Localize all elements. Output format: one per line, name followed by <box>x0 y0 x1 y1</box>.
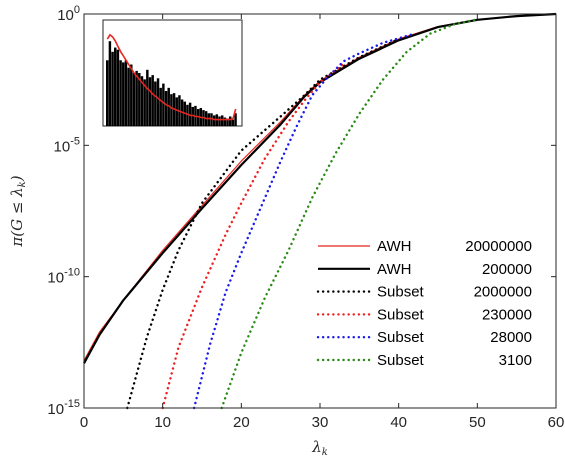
inset-bar-12 <box>138 73 141 126</box>
series-line-4 <box>192 32 416 410</box>
inset-bar-39 <box>210 113 213 126</box>
y-tick-label-2: 10-5 <box>54 135 80 155</box>
x-axis-label: λk <box>311 438 328 458</box>
inset-bar-22 <box>164 91 168 126</box>
inset-bar-14 <box>143 79 146 126</box>
inset-bar-6 <box>122 62 125 126</box>
x-tick-label-6: 60 <box>548 414 565 431</box>
legend-name-5: Subset <box>377 352 425 369</box>
x-tick-label-3: 30 <box>312 414 329 431</box>
series-line-3 <box>161 62 345 410</box>
legend-name-4: Subset <box>377 329 425 346</box>
inset-bar-2 <box>111 51 114 126</box>
y-tick-label-0: 10-15 <box>47 398 80 418</box>
inset-histogram <box>102 19 243 127</box>
inset-bar-23 <box>167 87 170 126</box>
inset-bar-32 <box>191 106 195 126</box>
inset-bar-0 <box>106 60 109 126</box>
legend-count-5: 3100 <box>499 352 532 369</box>
legend-name-0: AWH <box>377 238 411 255</box>
inset-bar-17 <box>151 75 154 126</box>
inset-bar-38 <box>207 113 211 126</box>
legend-count-2: 2000000 <box>474 284 532 301</box>
inset-bar-45 <box>226 118 229 126</box>
inset-bar-16 <box>148 77 152 126</box>
plot-lines <box>83 12 557 410</box>
inset-bar-47 <box>231 119 235 126</box>
inset-bar-21 <box>162 83 165 126</box>
inset-bar-20 <box>159 87 162 126</box>
inset-bar-34 <box>196 109 200 126</box>
series-line-2 <box>126 37 400 410</box>
inset-bar-26 <box>175 97 178 126</box>
inset-bar-42 <box>218 116 221 126</box>
inset-bar-43 <box>220 115 224 126</box>
axis-tick-labels: 0 10 20 30 40 50 60 10-15 10-10 10-5 100 <box>47 4 564 431</box>
legend-count-3: 230000 <box>482 306 532 323</box>
inset-bar-10 <box>132 73 136 126</box>
inset-bar-15 <box>146 69 149 126</box>
x-tick-label-0: 0 <box>80 414 88 431</box>
inset-bar-3 <box>114 47 117 127</box>
inset-bar-31 <box>188 102 192 126</box>
inset-bar-7 <box>124 60 128 126</box>
y-tick-label-1: 10-10 <box>47 267 80 287</box>
legend-count-4: 28000 <box>490 329 532 346</box>
x-tick-label-2: 20 <box>233 414 250 431</box>
inset-bar-18 <box>154 81 157 126</box>
inset-bar-9 <box>130 64 133 126</box>
inset-bar-44 <box>223 117 227 126</box>
inset-bar-1 <box>108 41 112 127</box>
inset-bar-5 <box>119 60 122 126</box>
y-axis-label: π(G ≤ λk) <box>8 175 28 247</box>
inset-bar-19 <box>156 78 160 126</box>
legend-count-1: 200000 <box>482 261 532 278</box>
legend: AWH 20000000 AWH 200000 Subset 2000000 Subset 2… <box>316 238 532 369</box>
legend-name-3: Subset <box>377 306 425 323</box>
inset-line <box>106 33 237 121</box>
inset-bar-48 <box>234 113 237 126</box>
legend-count-0: 20000000 <box>465 238 532 255</box>
legend-name-2: Subset <box>377 284 425 301</box>
x-tick-label-5: 50 <box>469 414 486 431</box>
inset-bar-8 <box>127 67 130 126</box>
legend-name-1: AWH <box>377 261 411 278</box>
inset-bar-4 <box>116 49 120 126</box>
inset-bar-24 <box>170 94 173 126</box>
inset-bar-13 <box>140 76 144 126</box>
x-tick-label-1: 10 <box>154 414 171 431</box>
x-tick-label-4: 40 <box>390 414 407 431</box>
y-tick-label-3: 100 <box>57 4 80 24</box>
inset-bar-30 <box>186 104 189 126</box>
axis-ticks <box>83 13 557 409</box>
inset-bar-46 <box>228 116 232 126</box>
inset-bar-11 <box>135 70 138 126</box>
inset-bar-40 <box>212 115 216 126</box>
